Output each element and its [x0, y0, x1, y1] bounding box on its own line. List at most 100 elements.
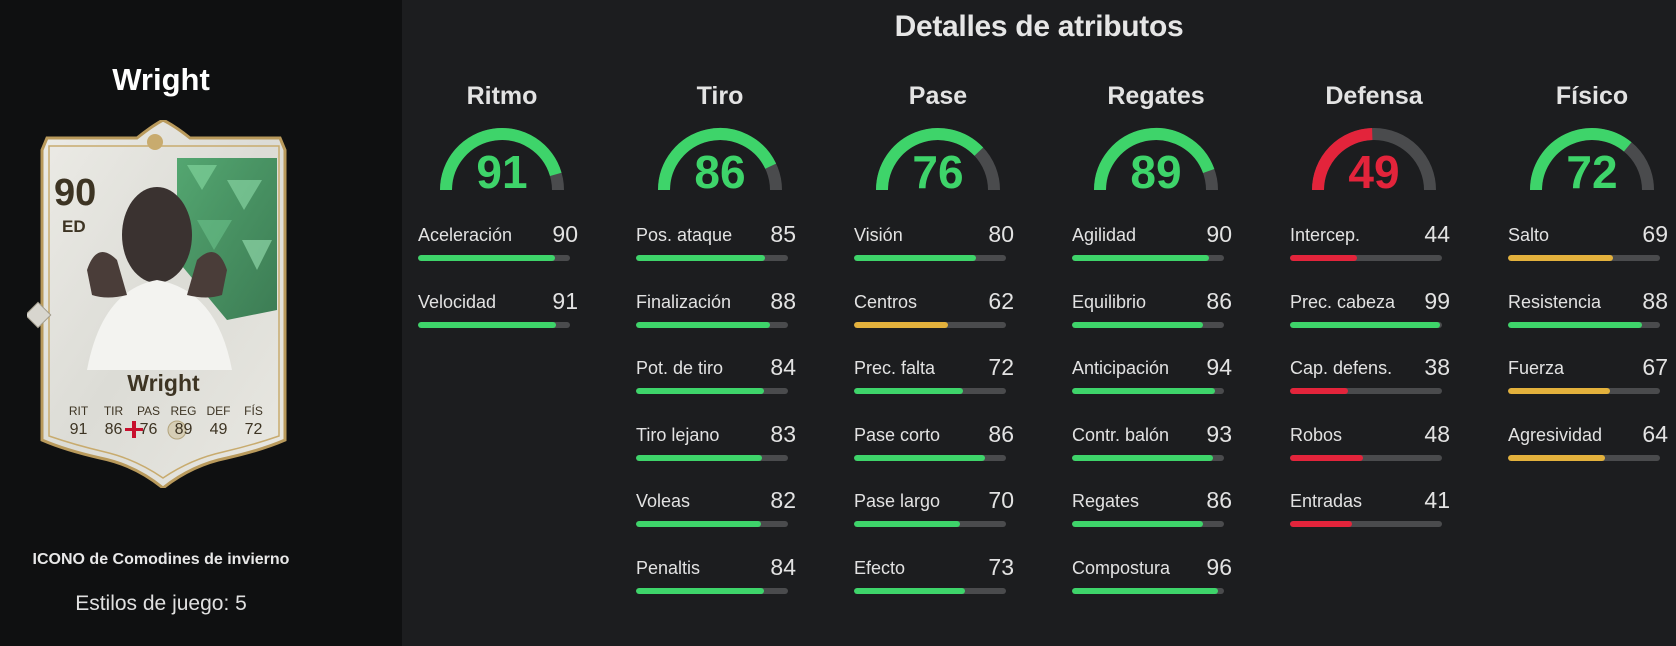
- attribute-label: Pos. ataque: [636, 225, 733, 245]
- attribute-value: 41: [1424, 487, 1450, 513]
- attribute-row: Entradas 41: [1290, 487, 1458, 531]
- category-name: Físico: [1555, 82, 1629, 110]
- card-stat: TIR 86: [96, 404, 131, 439]
- attribute-value: 96: [1206, 554, 1232, 580]
- attribute-bar-track: [636, 255, 788, 261]
- category-ritmo: Ritmo 91 Aceleración 90 Velocidad 91: [418, 0, 586, 646]
- attribute-bar-fill: [1290, 521, 1353, 527]
- attribute-row: Visión 80: [854, 221, 1022, 265]
- attribute-row: Compostura 96: [1072, 554, 1240, 598]
- attribute-bar-fill: [636, 455, 763, 461]
- attribute-value: 69: [1642, 221, 1668, 247]
- attribute-bar-fill: [1508, 322, 1642, 328]
- attribute-value: 86: [988, 421, 1014, 447]
- attributes-heading: Detalles de atributos: [894, 10, 1184, 43]
- attribute-row: Fuerza 67: [1508, 354, 1676, 398]
- category-value: 49: [1348, 146, 1400, 198]
- card-stat-label: PAS: [136, 404, 161, 418]
- attribute-bar-fill: [1072, 322, 1203, 328]
- attribute-bar-track: [1072, 255, 1224, 261]
- attribute-bar-track: [854, 255, 1006, 261]
- attribute-value: 82: [770, 487, 796, 513]
- attribute-label: Pase largo: [854, 491, 941, 511]
- attribute-label: Efecto: [854, 558, 906, 578]
- attribute-label: Intercep.: [1290, 225, 1361, 245]
- player-panel: Wright: [0, 0, 402, 646]
- category-regates: Regates 89 Agilidad 90 Equilibrio 86 Anticipac…: [1072, 0, 1240, 646]
- attribute-value: 90: [1206, 221, 1232, 247]
- attribute-value: 84: [770, 354, 796, 380]
- attribute-bar-fill: [418, 322, 557, 328]
- card-stat-label: DEF: [206, 404, 231, 418]
- attribute-bar-fill: [418, 255, 555, 261]
- attribute-row: Resistencia 88: [1508, 288, 1676, 332]
- player-card[interactable]: 90 ED Wright RIT 91 TIR 86 PAS 76 REG 89 DEF…: [27, 120, 300, 488]
- attribute-bar-track: [1072, 322, 1224, 328]
- attribute-bar-fill: [1290, 455, 1363, 461]
- player-name: Wright: [112, 62, 210, 97]
- attribute-bar-track: [636, 388, 788, 394]
- attribute-row: Prec. falta 72: [854, 354, 1022, 398]
- category-gauge: [1094, 128, 1218, 191]
- attribute-label: Resistencia: [1508, 292, 1602, 312]
- attribute-bar-fill: [854, 588, 965, 594]
- attribute-label: Equilibrio: [1072, 292, 1147, 312]
- card-stat: RIT 91: [61, 404, 96, 439]
- attribute-row: Prec. cabeza 99: [1290, 288, 1458, 332]
- attribute-row: Tiro lejano 83: [636, 421, 804, 465]
- attribute-label: Agresividad: [1508, 425, 1603, 445]
- attribute-bar-track: [636, 588, 788, 594]
- attribute-bar-fill: [854, 521, 961, 527]
- attribute-value: 72: [988, 354, 1014, 380]
- attribute-value: 85: [770, 221, 796, 247]
- category-value: 89: [1130, 146, 1182, 198]
- category-gauge: [1530, 128, 1654, 191]
- category-name: Ritmo: [466, 82, 538, 110]
- attribute-label: Prec. cabeza: [1290, 292, 1396, 312]
- attribute-row: Efecto 73: [854, 554, 1022, 598]
- attribute-value: 48: [1424, 421, 1450, 447]
- attribute-bar-track: [636, 455, 788, 461]
- attribute-label: Salto: [1508, 225, 1550, 245]
- category-value: 76: [912, 146, 964, 198]
- card-stat: FÍS 72: [236, 404, 271, 439]
- attribute-value: 84: [770, 554, 796, 580]
- card-stat-value: 49: [209, 421, 228, 438]
- attribute-label: Voleas: [636, 491, 691, 511]
- category-gauge: [1312, 128, 1436, 191]
- playstyles-count: Estilos de juego: 5: [75, 592, 247, 615]
- attribute-bar-fill: [1290, 322, 1441, 328]
- card-frame: [27, 120, 287, 488]
- attribute-bar-track: [1290, 322, 1442, 328]
- card-stat-value: 89: [174, 421, 193, 438]
- attribute-row: Pot. de tiro 84: [636, 354, 804, 398]
- attribute-bar-fill: [1072, 388, 1215, 394]
- attribute-label: Cap. defens.: [1290, 358, 1393, 378]
- category-gauge: [658, 128, 782, 191]
- attribute-row: Regates 86: [1072, 487, 1240, 531]
- category-tiro: Tiro 86 Pos. ataque 85 Finalización 88 Pot. de…: [636, 0, 804, 646]
- attribute-row: Intercep. 44: [1290, 221, 1458, 265]
- attribute-bar-track: [1290, 521, 1442, 527]
- attribute-value: 88: [1642, 288, 1668, 314]
- card-rating: 90: [54, 172, 97, 214]
- card-stat-label: FÍS: [244, 404, 263, 418]
- attribute-label: Pot. de tiro: [636, 358, 724, 378]
- attribute-bar-track: [1508, 388, 1660, 394]
- attribute-bar-fill: [854, 255, 976, 261]
- category-gauge: [876, 128, 1000, 191]
- attribute-bar-track: [854, 588, 1006, 594]
- attribute-bar-fill: [854, 455, 985, 461]
- attribute-bar-fill: [854, 388, 964, 394]
- attribute-row: Robos 48: [1290, 421, 1458, 465]
- gauge-fill: [1094, 128, 1215, 191]
- attribute-bar-track: [1072, 388, 1224, 394]
- attribute-bar-track: [1072, 588, 1224, 594]
- attribute-row: Penaltis 84: [636, 554, 804, 598]
- attribute-row: Aceleración 90: [418, 221, 586, 265]
- attribute-bar-fill: [1072, 455, 1214, 461]
- attribute-row: Salto 69: [1508, 221, 1676, 265]
- attribute-bar-track: [854, 455, 1006, 461]
- attribute-value: 94: [1206, 354, 1232, 380]
- card-stat-label: REG: [170, 404, 197, 418]
